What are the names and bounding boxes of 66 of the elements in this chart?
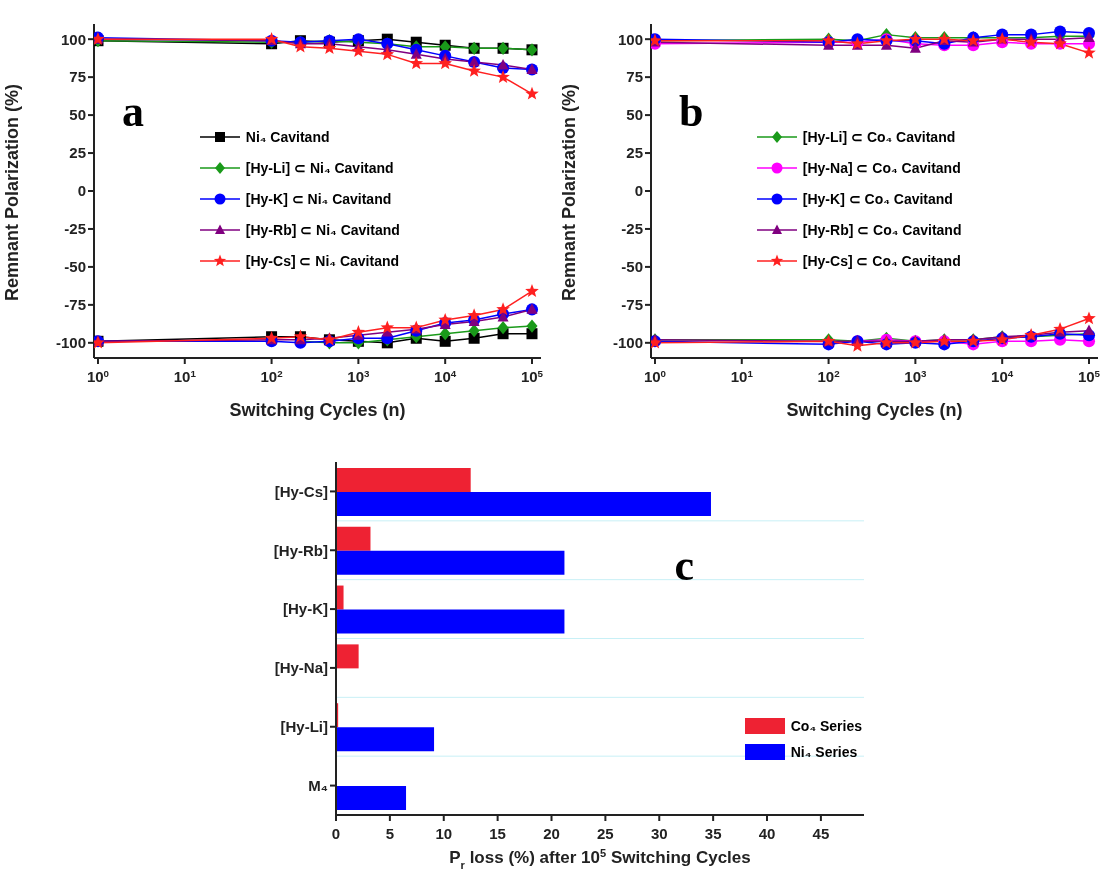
- y-tick-label: [Hy-Li]: [280, 718, 328, 736]
- y-tick-label: 25: [626, 144, 643, 162]
- y-tick-label: M₄: [308, 776, 328, 794]
- y-tick-label: -100: [55, 334, 86, 352]
- annotation: c: [674, 540, 694, 591]
- y-tick-label: [Hy-Rb]: [273, 541, 328, 559]
- x-tick-label: 30: [650, 825, 668, 842]
- y-tick-label: 100: [617, 30, 643, 48]
- y-axis-title: Remnant Polarization (%): [2, 83, 23, 301]
- legend-label: Ni₄ Cavitand: [245, 128, 330, 145]
- annotation: a: [122, 86, 144, 137]
- legend-label: Co₄ Series: [790, 718, 862, 734]
- legend-label: [Hy-K] ⊂ Ni₄ Cavitand: [245, 190, 392, 207]
- legend-label: [Hy-Li] ⊂ Co₄ Cavitand: [802, 128, 956, 145]
- y-tick-label: -100: [612, 334, 643, 352]
- x-tick-label: 10$^{3}$: [904, 367, 928, 385]
- y-tick-label: [Hy-Na]: [274, 659, 328, 677]
- x-tick-label: 10$^{3}$: [347, 367, 371, 385]
- x-axis-title: P$_{r}$ loss (%) after 10$^{5}$ Switching Cycles: [449, 847, 751, 871]
- y-tick-label: 75: [69, 68, 86, 86]
- x-axis-title: Switching Cycles (n): [229, 400, 406, 420]
- y-tick-label: -75: [621, 296, 643, 314]
- x-tick-label: 10$^{2}$: [260, 367, 284, 385]
- x-tick-label: 10$^{0}$: [86, 367, 110, 385]
- x-tick-label: 25: [597, 825, 614, 842]
- x-tick-label: 5: [385, 825, 395, 842]
- legend-label: [Hy-Rb] ⊂ Ni₄ Cavitand: [245, 221, 400, 238]
- legend-label: [Hy-Cs] ⊂ Co₄ Cavitand: [802, 252, 961, 269]
- y-tick-label: 50: [626, 106, 643, 124]
- x-tick-label: 20: [543, 825, 560, 842]
- x-tick-label: 45: [812, 825, 830, 842]
- x-tick-label: 10$^{1}$: [173, 367, 197, 385]
- legend-label: [Hy-Cs] ⊂ Ni₄ Cavitand: [245, 252, 400, 269]
- x-tick-label: 10: [435, 825, 453, 842]
- x-tick-label: 10$^{4}$: [991, 367, 1014, 385]
- y-tick-label: 25: [69, 144, 86, 162]
- x-tick-label: 10$^{2}$: [817, 367, 841, 385]
- y-tick-label: 50: [69, 106, 86, 124]
- y-tick-label: [Hy-Cs]: [274, 482, 328, 500]
- legend-label: [Hy-Na] ⊂ Co₄ Cavitand: [802, 159, 961, 176]
- x-tick-label: 10$^{1}$: [730, 367, 754, 385]
- y-tick-label: -25: [64, 220, 86, 238]
- x-tick-label: 10$^{4}$: [434, 367, 457, 385]
- x-tick-label: 15: [489, 825, 506, 842]
- legend-label: [Hy-Li] ⊂ Ni₄ Cavitand: [245, 159, 394, 176]
- legend-label: [Hy-Rb] ⊂ Co₄ Cavitand: [802, 221, 962, 238]
- y-tick-label: -75: [64, 296, 86, 314]
- y-tick-label: 100: [60, 30, 86, 48]
- y-tick-label: -50: [621, 258, 643, 276]
- y-tick-label: 75: [626, 68, 643, 86]
- x-tick-label: 10$^{5}$: [1077, 367, 1101, 385]
- x-tick-label: 10$^{5}$: [520, 367, 544, 385]
- y-tick-label: 0: [77, 182, 86, 200]
- y-tick-label: 0: [634, 182, 643, 200]
- y-tick-label: -50: [64, 258, 86, 276]
- x-tick-label: 10$^{0}$: [643, 367, 667, 385]
- legend-label: Ni₄ Series: [790, 744, 858, 760]
- x-tick-label: 40: [758, 825, 776, 842]
- y-tick-label: [Hy-K]: [283, 600, 328, 618]
- x-axis-title: Switching Cycles (n): [786, 400, 963, 420]
- y-tick-label: -25: [621, 220, 643, 238]
- legend-label: [Hy-K] ⊂ Co₄ Cavitand: [802, 190, 953, 207]
- annotation: b: [679, 86, 704, 137]
- x-tick-label: 0: [331, 825, 341, 842]
- x-tick-label: 35: [704, 825, 722, 842]
- y-axis-title: Remnant Polarization (%): [559, 83, 580, 301]
